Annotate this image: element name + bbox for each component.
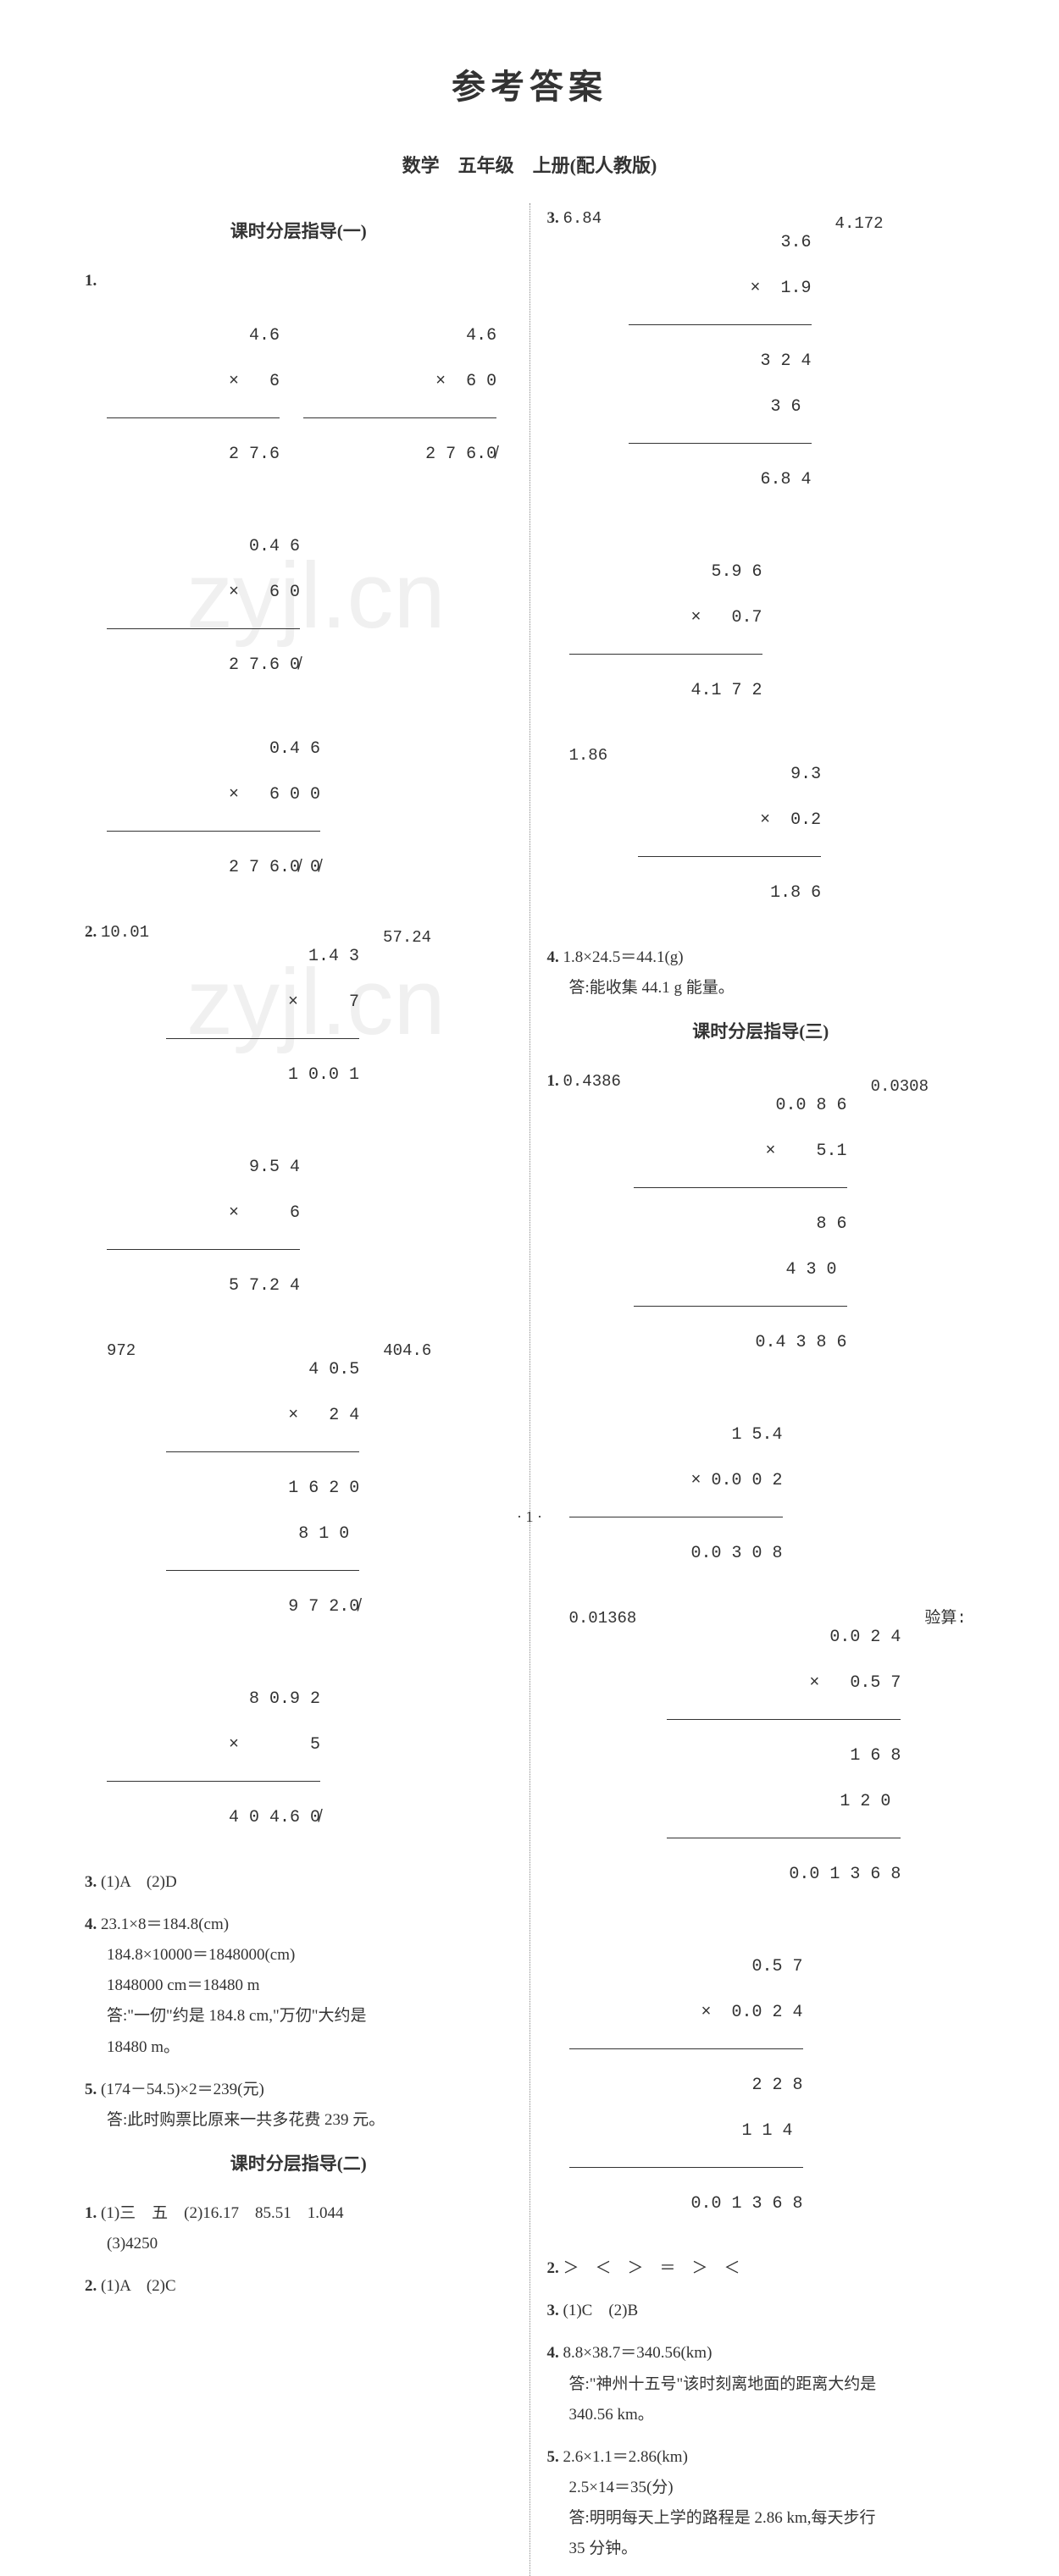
answer-line: 18480 m。 xyxy=(107,2032,513,2063)
s3-q1: 1. 0.4386 0.0 8 6 × 5.1 8 6 4 3 0 0.4 3 … xyxy=(547,1066,975,2238)
answer-inline: 6.84 xyxy=(563,203,602,234)
answer-line: 23.1×8＝184.8(cm) xyxy=(101,1915,229,1933)
vertical-calc: 4.6 × 6 0 2 7 6.0̸ xyxy=(303,301,496,489)
answer-inline: 0.01368 xyxy=(569,1603,637,1633)
answer-line: 答:明明每天上学的路程是 2.86 km,每天步行 xyxy=(569,2503,975,2534)
answer-line: 340.56 km。 xyxy=(569,2400,975,2430)
s1-q4: 4. 23.1×8＝184.8(cm) 184.8×10000＝1848000(… xyxy=(85,1910,513,2062)
s3-q5: 5. 2.6×1.1＝2.86(km) 2.5×14＝35(分) 答:明明每天上… xyxy=(547,2442,975,2564)
answer-inline: 0.4386 xyxy=(563,1066,621,1097)
q-number: 4. xyxy=(547,948,559,966)
vertical-calc: 5.9 6 × 0.7 4.1 7 2 xyxy=(569,538,762,725)
answer-line: 184.8×10000＝1848000(cm) xyxy=(107,1940,513,1971)
vertical-calc: 0.0 2 4 × 0.5 7 1 6 8 1 2 0 0.0 1 3 6 8 xyxy=(667,1603,901,1909)
answer-inline: 972 xyxy=(107,1335,136,1366)
s3-q2: 2. ＞ ＜ ＞ ＝ ＞ ＜ xyxy=(547,2253,975,2284)
s1-q2: 2. 10.01 1.4 3 × 7 1 0.0 1 57.24 9.5 4 ×… xyxy=(85,917,513,1852)
answer-line: (1)三 五 (2)16.17 85.51 1.044 xyxy=(101,2204,344,2222)
answer-line: 35 分钟。 xyxy=(569,2534,975,2564)
answer-text: (1)C (2)B xyxy=(563,2302,639,2319)
vertical-calc: 4.6 × 6 2 7.6 xyxy=(107,301,280,489)
s1-q3: 3. (1)A (2)D xyxy=(85,1867,513,1898)
vertical-calc: 9.5 4 × 6 5 7.2 4 xyxy=(107,1133,300,1320)
answer-line: 答:"一仞"约是 184.8 cm,"万仞"大约是 xyxy=(107,2001,513,2032)
q-number: 4. xyxy=(547,2344,559,2362)
s2-q2: 2. (1)A (2)C xyxy=(85,2271,513,2302)
vertical-calc: 0.0 8 6 × 5.1 8 6 4 3 0 0.4 3 8 6 xyxy=(634,1071,847,1377)
q-number: 1. xyxy=(85,2204,97,2222)
answer-inline: 0.0308 xyxy=(871,1071,929,1102)
answer-line: 1.8×24.5＝44.1(g) xyxy=(563,948,684,966)
answer-line: 2.5×14＝35(分) xyxy=(569,2473,975,2503)
q-number: 3. xyxy=(547,209,559,227)
s2-q1: 1. (1)三 五 (2)16.17 85.51 1.044 (3)4250 xyxy=(85,2198,513,2259)
answer-line: 答:能收集 44.1 g 能量。 xyxy=(569,973,975,1003)
answer-text: (1)A (2)C xyxy=(101,2277,176,2295)
s3-q4: 4. 8.8×38.7＝340.56(km) 答:"神州十五号"该时刻离地面的距… xyxy=(547,2338,975,2430)
right-column: 3. 6.84 3.6 × 1.9 3 2 4 3 6 6.8 4 4.172 xyxy=(547,203,975,2576)
answer-line: (3)4250 xyxy=(107,2229,513,2259)
vertical-calc: 8 0.9 2 × 5 4 0 4.6 0̸ xyxy=(107,1665,320,1852)
vertical-calc: 4 0.5 × 2 4 1 6 2 0 8 1 0 9 7 2.0̸ xyxy=(166,1335,359,1641)
q-number: 3. xyxy=(85,1873,97,1891)
vertical-calc: 0.4 6 × 6 0 2 7.6 0̸ xyxy=(107,512,300,699)
answer-text: ＞ ＜ ＞ ＝ ＞ ＜ xyxy=(563,2259,740,2277)
q-number: 5. xyxy=(85,2081,97,2098)
q-number: 2. xyxy=(85,923,97,941)
vertical-calc: 1 5.4 × 0.0 0 2 0.0 3 0 8 xyxy=(569,1401,783,1588)
s2-q3: 3. 6.84 3.6 × 1.9 3 2 4 3 6 6.8 4 4.172 xyxy=(547,203,975,927)
vertical-calc: 9.3 × 0.2 1.8 6 xyxy=(638,740,821,927)
page-subtitle: 数学 五年级 上册(配人教版) xyxy=(85,151,974,178)
section-header-1: 课时分层指导(一) xyxy=(85,215,513,249)
vertical-calc: 1.4 3 × 7 1 0.0 1 xyxy=(166,922,359,1109)
two-column-layout: 课时分层指导(一) 1. 4.6 × 6 2 7.6 4.6 × 6 0 xyxy=(85,203,974,2576)
answer-line: (174－54.5)×2＝239(元) xyxy=(101,2081,264,2098)
vertical-calc: 0.5 7 × 0.0 2 4 2 2 8 1 1 4 0.0 1 3 6 8 xyxy=(569,1932,803,2238)
answer-text: (1)A (2)D xyxy=(101,1873,177,1891)
answer-inline: 4.172 xyxy=(835,208,884,239)
q-number: 5. xyxy=(547,2448,559,2466)
page-number: · 1 · xyxy=(0,1508,1059,1526)
answer-line: 8.8×38.7＝340.56(km) xyxy=(563,2344,712,2362)
q-number: 3. xyxy=(547,2302,559,2319)
vertical-calc: 0.4 6 × 6 0 0 2 7 6.0̸ 0̸ xyxy=(107,715,320,902)
section-header-2: 课时分层指导(二) xyxy=(85,2148,513,2181)
s1-q5: 5. (174－54.5)×2＝239(元) 答:此时购票比原来一共多花费 23… xyxy=(85,2075,513,2136)
answer-inline: 404.6 xyxy=(383,1335,431,1366)
verify-label: 验算: xyxy=(924,1603,966,1633)
s1-q1: 1. 4.6 × 6 2 7.6 4.6 × 6 0 2 7 6.0̸ xyxy=(85,266,513,902)
s2-q4: 4. 1.8×24.5＝44.1(g) 答:能收集 44.1 g 能量。 xyxy=(547,943,975,1003)
answer-line: 1848000 cm＝18480 m xyxy=(107,1971,513,2001)
q-number: 4. xyxy=(85,1915,97,1933)
answer-inline: 10.01 xyxy=(101,917,149,948)
q-number: 1. xyxy=(547,1072,559,1090)
answer-inline: 57.24 xyxy=(383,922,431,953)
answer-inline: 1.86 xyxy=(569,740,608,771)
q-number: 2. xyxy=(547,2259,559,2277)
answer-line: 答:"神州十五号"该时刻离地面的距离大约是 xyxy=(569,2369,975,2400)
q-number: 1. xyxy=(85,272,97,290)
vertical-calc: 3.6 × 1.9 3 2 4 3 6 6.8 4 xyxy=(629,208,812,514)
s3-q3: 3. (1)C (2)B xyxy=(547,2296,975,2326)
answer-line: 答:此时购票比原来一共多花费 239 元。 xyxy=(107,2105,513,2136)
page-title: 参考答案 xyxy=(85,59,974,108)
left-column: 课时分层指导(一) 1. 4.6 × 6 2 7.6 4.6 × 6 0 xyxy=(85,203,513,2576)
answer-key-page: zyjl.cn zyjl.cn 参考答案 数学 五年级 上册(配人教版) 课时分… xyxy=(0,0,1059,1545)
answer-line: 2.6×1.1＝2.86(km) xyxy=(563,2448,688,2466)
section-header-3: 课时分层指导(三) xyxy=(547,1015,975,1049)
q-number: 2. xyxy=(85,2277,97,2295)
